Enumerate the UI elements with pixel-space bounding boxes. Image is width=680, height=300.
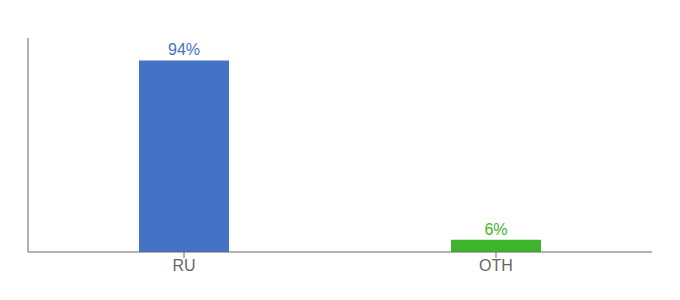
svg-text:6%: 6%	[484, 221, 507, 238]
svg-text:94%: 94%	[168, 41, 200, 58]
svg-text:OTH: OTH	[479, 257, 513, 274]
svg-text:RU: RU	[172, 257, 195, 274]
